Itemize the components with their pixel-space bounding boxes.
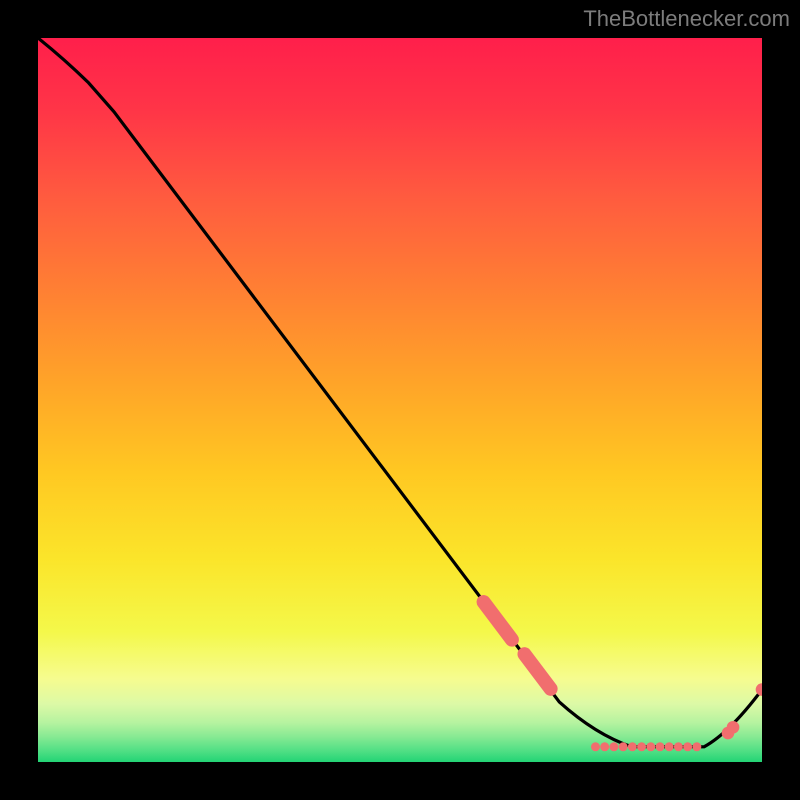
chart-frame: { "watermark": { "text": "TheBottlenecke…: [0, 0, 800, 800]
background-gradient: [38, 38, 762, 762]
plot-area: [38, 38, 762, 762]
watermark-text: TheBottlenecker.com: [583, 6, 790, 32]
